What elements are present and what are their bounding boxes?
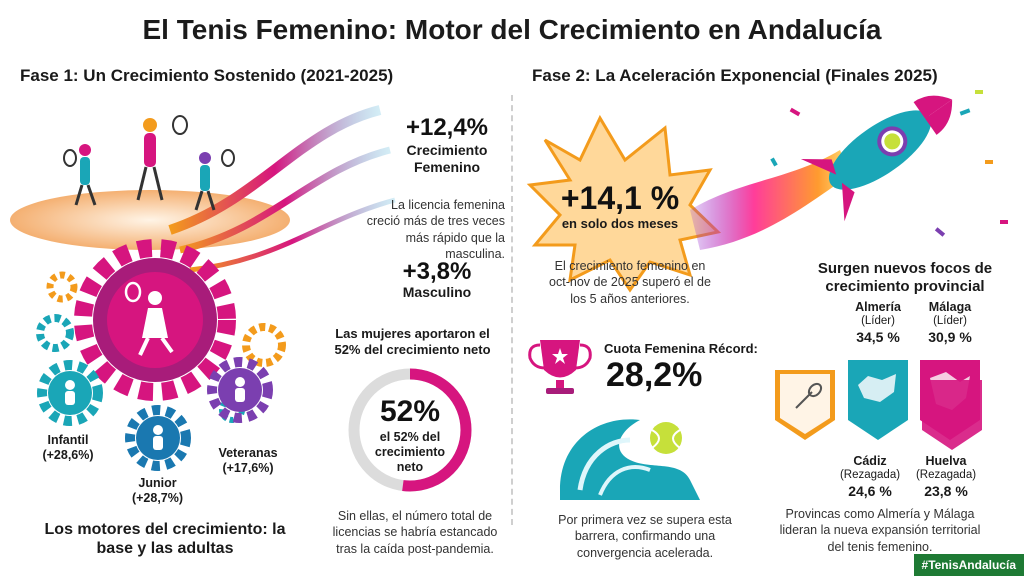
gear-label-infantil: Infantil (+28,6%) <box>42 433 94 462</box>
gear-veteranas-icon <box>207 357 273 423</box>
rocket-flame-icon <box>690 150 850 250</box>
donut-arc <box>348 368 472 492</box>
donut-chart <box>348 368 472 492</box>
male-growth-label: Masculino <box>402 284 472 300</box>
burst-value: +14,1 % <box>560 180 680 216</box>
engines-caption: Los motores del crecimiento: la base y l… <box>44 521 286 558</box>
burst-label: en solo dos meses <box>561 216 679 231</box>
gear-infantil-icon <box>37 360 103 426</box>
foci-title: Surgen nuevos focos de crecimiento provi… <box>817 260 993 295</box>
female-growth-value: +12,4% <box>405 114 489 141</box>
confetti-icon <box>770 90 1008 237</box>
shield-cadiz-icon <box>775 370 835 440</box>
province-almeria: Almería (Líder) 34,5 % <box>855 300 901 345</box>
quota-label: Cuota Femenina Récord: <box>604 341 758 356</box>
rocket-icon <box>800 95 953 222</box>
donut-note: Sin ellas, el número total de licencias … <box>332 509 498 556</box>
burst-note: El crecimiento femenino en oct-nov de 20… <box>549 259 711 306</box>
phase-divider <box>511 95 513 525</box>
tennis-players-icon <box>63 115 235 211</box>
tennis-ball-icon <box>650 422 682 454</box>
female-player-icon <box>124 281 174 356</box>
provinces-note: Provincas como Almería y Málaga lideran … <box>779 507 981 554</box>
phase2-heading: Fase 2: La Aceleración Exponencial (Fina… <box>532 66 938 85</box>
quota-value: 28,2% <box>606 356 703 394</box>
wave-icon <box>560 419 700 500</box>
donut-label: el 52% del crecimiento neto <box>374 430 446 474</box>
province-cadiz: Cádiz (Rezagada) 24,6 % <box>839 454 901 499</box>
province-huelva: Huelva (Rezagada) 23,8 % <box>915 454 977 499</box>
page-title: El Tenis Femenino: Motor del Crecimiento… <box>142 14 882 45</box>
share-intro: Las mujeres aportaron el 52% del crecimi… <box>334 326 491 357</box>
gear-label-junior: Junior (+28,7%) <box>131 476 184 505</box>
male-growth-value: +3,8% <box>402 258 472 285</box>
shield-almeria-icon <box>848 360 908 440</box>
phase1-heading: Fase 1: Un Crecimiento Sostenido (2021-2… <box>20 66 394 85</box>
province-malaga: Málaga (Líder) 30,9 % <box>928 300 972 345</box>
small-gear-icon <box>46 271 78 303</box>
shield-huelva-icon <box>922 380 982 450</box>
burst-icon <box>526 114 722 293</box>
swoosh-icon <box>168 105 382 235</box>
female-growth-label: Crecimiento Femenino <box>406 142 488 175</box>
trophy-icon <box>528 340 592 394</box>
hashtag-badge: #TenisAndalucía <box>913 554 1024 576</box>
gear-junior-icon <box>125 405 191 471</box>
wave-note: Por primera vez se supera esta barrera, … <box>558 513 732 560</box>
female-growth-note: La licencia femenina creció más de tres … <box>366 198 505 261</box>
gear-label-veteranas: Veteranas (+17,6%) <box>218 446 278 475</box>
donut-value: 52% <box>379 395 441 428</box>
